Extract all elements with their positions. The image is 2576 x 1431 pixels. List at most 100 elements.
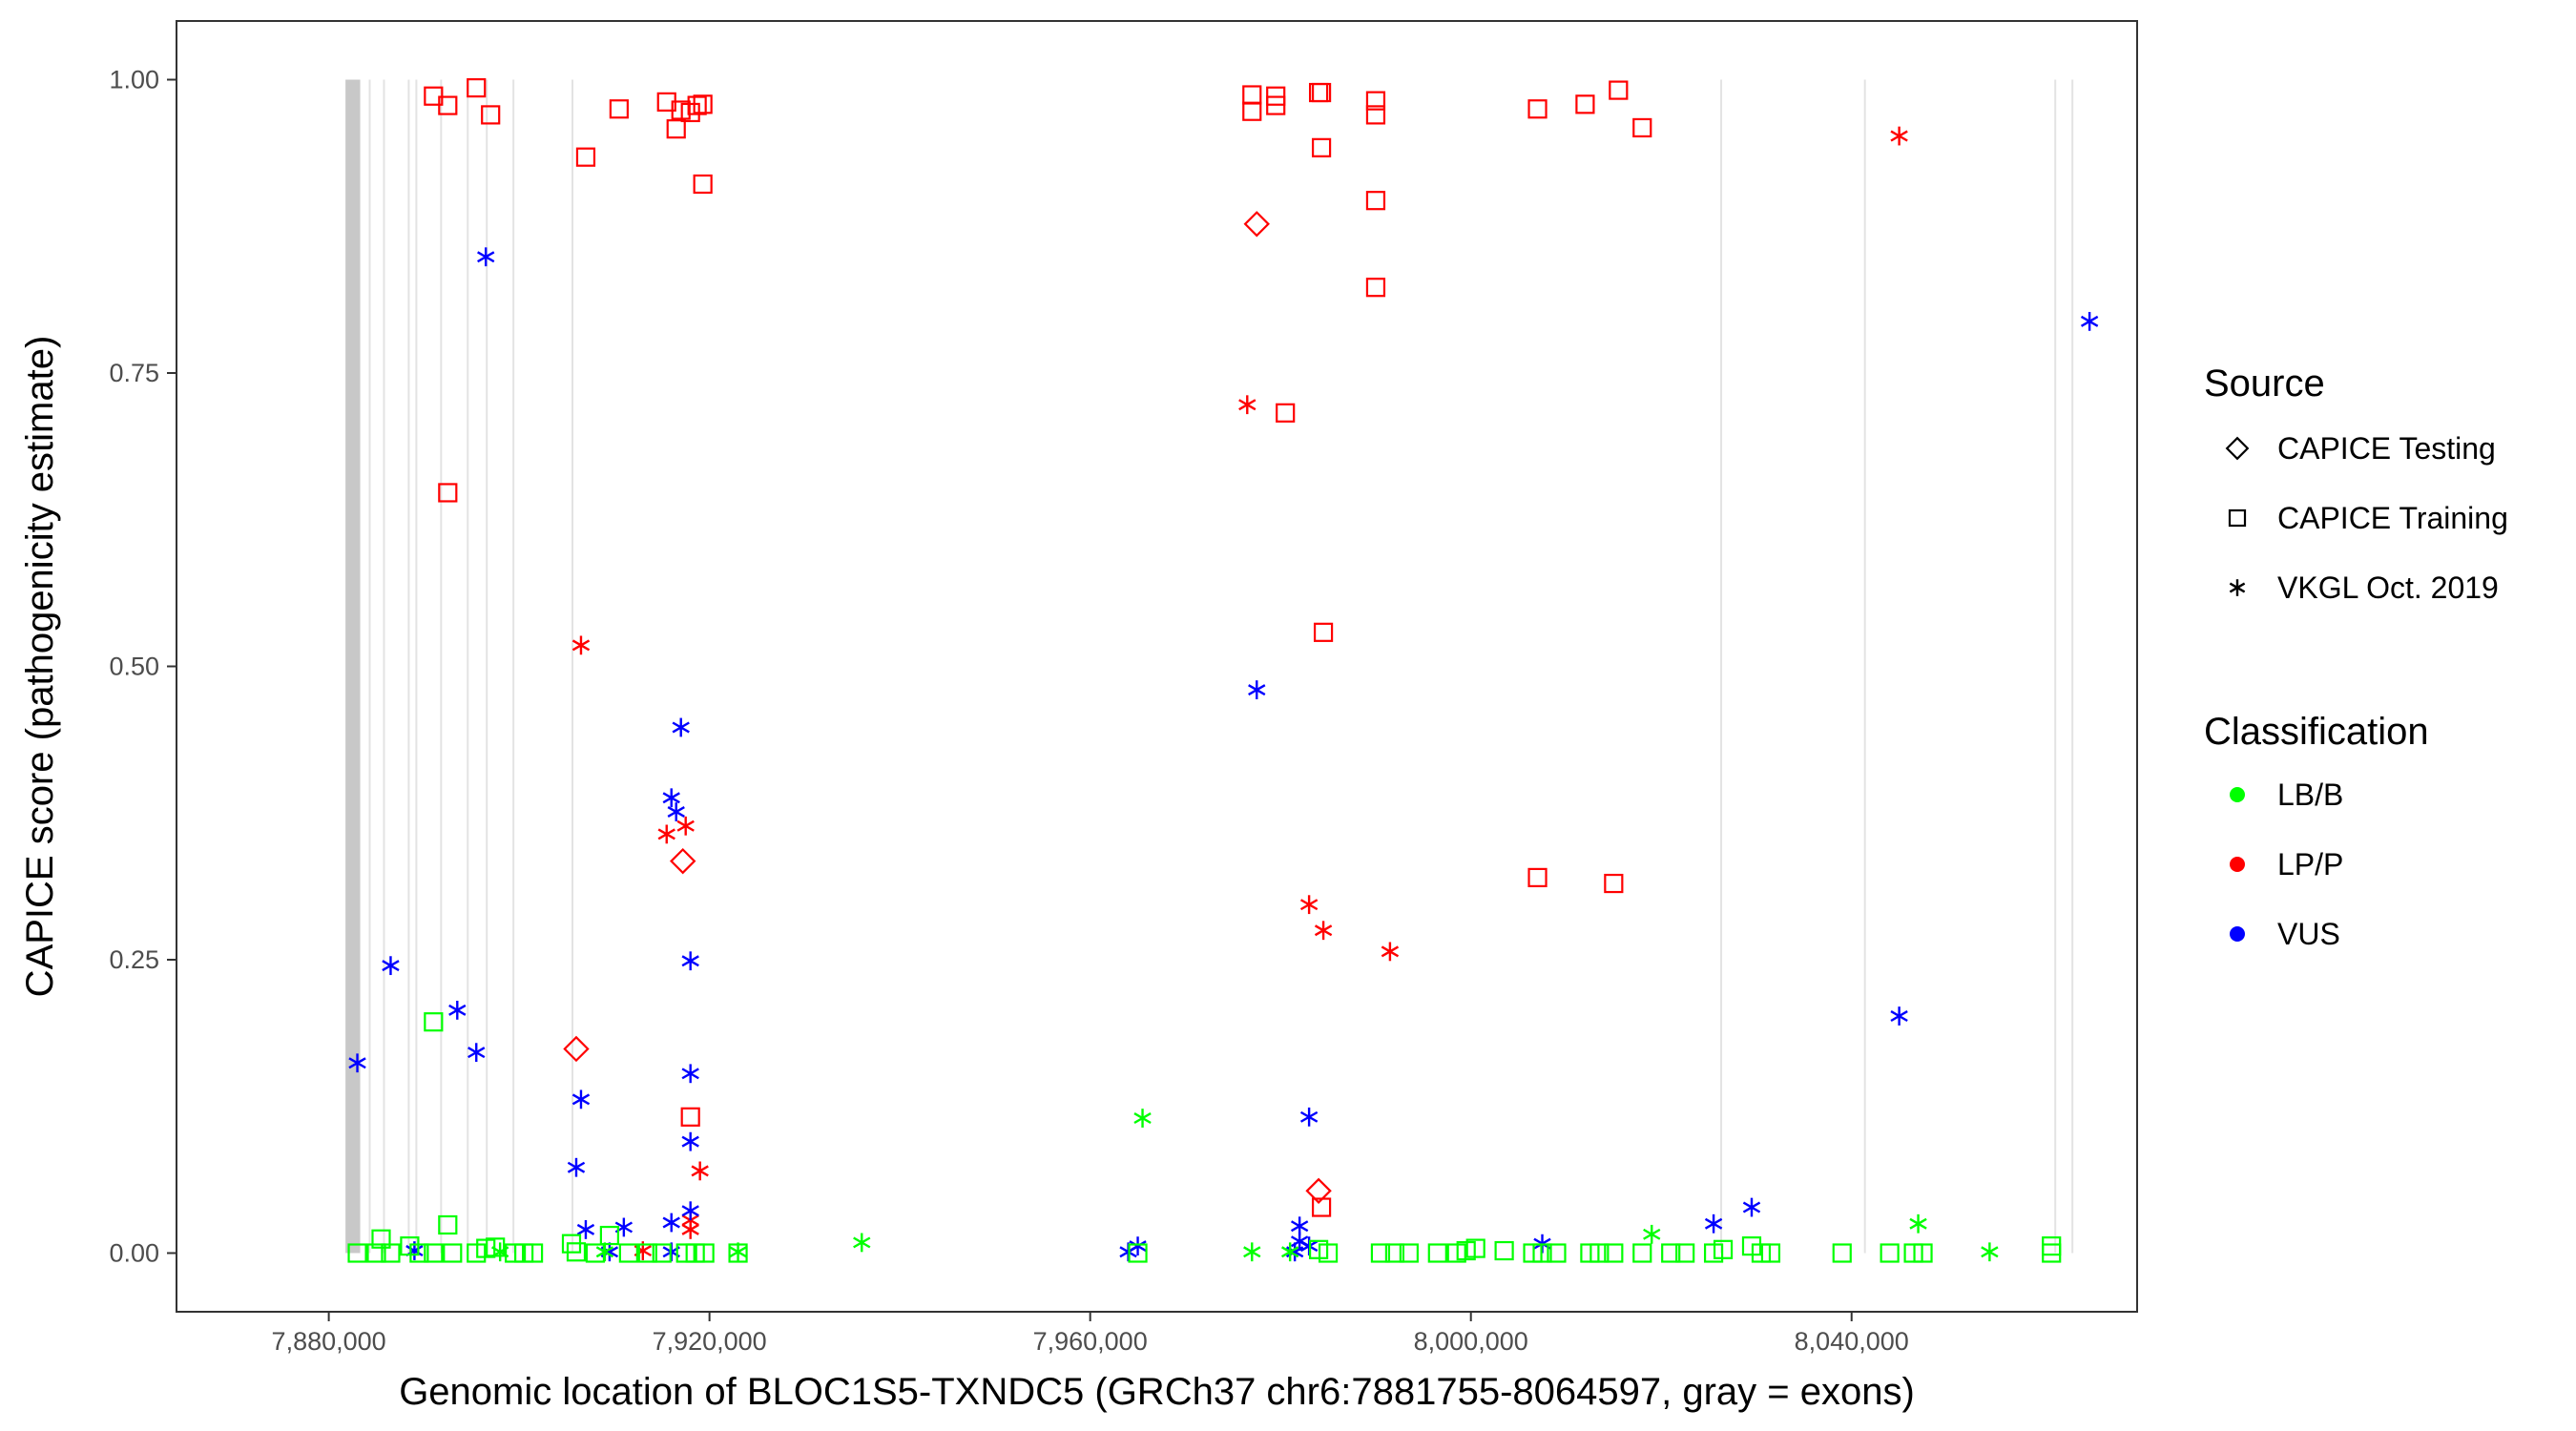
data-point: [1604, 1243, 1624, 1263]
data-point: [1547, 1243, 1567, 1263]
data-point: [571, 1089, 591, 1110]
data-point: [1575, 94, 1595, 114]
data-point: [438, 1214, 458, 1235]
data-point: [1243, 211, 1270, 238]
data-point: [1365, 91, 1386, 111]
data-point: [523, 1243, 544, 1263]
y-tick-label: 0.25: [109, 945, 159, 974]
data-point: [1381, 942, 1400, 962]
legend-key-dot: [2230, 857, 2245, 872]
data-point: [662, 1213, 680, 1233]
data-point: [693, 174, 713, 195]
legend-key-diamond: [2225, 436, 2250, 461]
data-point: [1314, 921, 1333, 941]
data-point: [424, 1012, 444, 1032]
data-point: [1311, 82, 1332, 103]
exon-block: [345, 79, 361, 1254]
data-point: [467, 1043, 486, 1063]
data-point: [681, 1131, 699, 1151]
data-point: [1365, 278, 1386, 298]
data-point: [438, 483, 458, 503]
data-point: [443, 1243, 463, 1263]
data-point: [1527, 867, 1548, 888]
y-tick-label: 0.50: [109, 653, 159, 681]
data-point: [681, 951, 699, 971]
legend-classification-items: LB/B LP/P VUS: [2230, 778, 2343, 951]
data-point: [1243, 1242, 1261, 1262]
data-point: [1128, 1243, 1148, 1263]
data-point: [2080, 311, 2099, 331]
data-point: [1742, 1197, 1761, 1217]
data-point: [1311, 137, 1332, 157]
data-point: [1465, 1238, 1485, 1258]
data-point: [1248, 680, 1266, 699]
x-axis: 7,880,000 7,920,000 7,960,000 8,000,000 8,04…: [272, 1312, 1909, 1356]
y-tick-label: 0.75: [109, 359, 159, 387]
legend: Source CAPICE Testing CAPICE Training VKGL…: [2204, 363, 2508, 951]
data-point: [609, 99, 629, 119]
data-point: [695, 1243, 715, 1263]
legend-key-square: [2228, 508, 2247, 528]
exon-layer: [345, 79, 2074, 1254]
data-point: [2042, 1243, 2062, 1263]
data-point: [1913, 1243, 1933, 1263]
data-point: [853, 1233, 871, 1253]
data-point: [687, 95, 707, 115]
data-point: [1532, 1243, 1552, 1263]
y-tick-label: 0.00: [109, 1239, 159, 1268]
data-point: [672, 717, 690, 737]
data-point: [567, 1157, 586, 1177]
data-point: [1604, 873, 1624, 894]
legend-label: VUS: [2277, 917, 2340, 951]
data-point: [637, 1243, 657, 1263]
data-point: [1890, 1006, 1908, 1026]
data-point: [1609, 80, 1629, 100]
series-capice-training-lb-b: [347, 1012, 2062, 1263]
data-point: [1589, 1243, 1610, 1263]
data-point: [1880, 1243, 1900, 1263]
data-point: [1661, 1243, 1681, 1263]
data-point: [1527, 99, 1548, 119]
data-point: [1632, 117, 1652, 138]
data-point: [438, 95, 458, 115]
data-point: [1643, 1224, 1661, 1244]
data-point: [1242, 101, 1262, 121]
data-point: [448, 1000, 467, 1020]
data-point: [652, 1243, 672, 1263]
legend-key-dot: [2230, 926, 2245, 942]
data-point: [563, 1035, 590, 1063]
data-point: [1675, 1243, 1695, 1263]
data-point: [1427, 1243, 1447, 1263]
x-axis-title: Genomic location of BLOC1S5-TXNDC5 (GRCh…: [399, 1371, 1915, 1413]
data-point: [1384, 1243, 1404, 1263]
data-point: [1276, 403, 1296, 423]
data-point: [681, 1220, 699, 1239]
data-point: [729, 1242, 747, 1262]
data-point: [576, 1220, 595, 1239]
legend-key-asterisk: [2229, 579, 2246, 596]
data-point: [486, 1237, 506, 1257]
data-point: [1365, 105, 1386, 125]
data-point: [1494, 1240, 1514, 1261]
legend-source-title: Source: [2204, 363, 2325, 404]
data-point: [1399, 1243, 1419, 1263]
data-point: [1890, 126, 1908, 146]
legend-classification-title: Classification: [2204, 711, 2429, 753]
data-point: [1305, 1177, 1332, 1205]
data-point: [347, 1243, 367, 1263]
data-point: [599, 1225, 619, 1246]
data-point: [1632, 1243, 1652, 1263]
legend-source-items: CAPICE Testing CAPICE Training VKGL Oct. 2…: [2225, 431, 2508, 605]
data-point: [571, 635, 591, 655]
data-point: [1370, 1243, 1391, 1263]
y-axis: 0.00 0.25 0.50 0.75 1.00: [109, 66, 177, 1268]
data-point: [1713, 1239, 1734, 1259]
data-point: [1313, 622, 1334, 642]
data-point: [585, 1243, 606, 1263]
data-point: [1133, 1109, 1152, 1128]
legend-label: LP/P: [2277, 847, 2343, 881]
legend-label: VKGL Oct. 2019: [2277, 570, 2499, 605]
data-point: [409, 1243, 429, 1263]
legend-label: CAPICE Training: [2277, 501, 2508, 535]
